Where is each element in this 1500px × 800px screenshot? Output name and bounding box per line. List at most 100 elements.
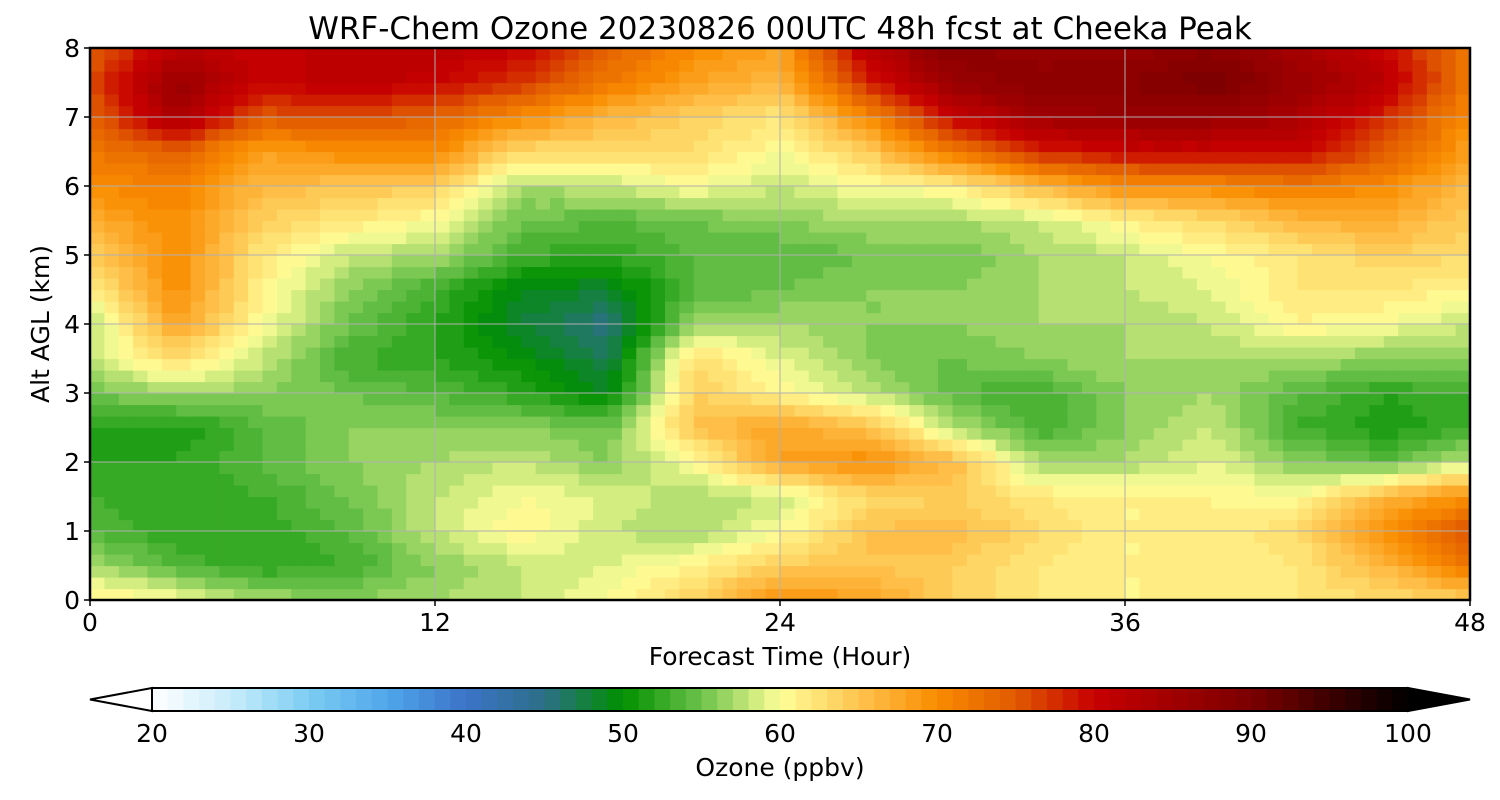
heatmap-cell xyxy=(708,301,724,314)
heatmap-cell xyxy=(420,71,436,84)
heatmap-cell xyxy=(995,197,1011,210)
heatmap-cell xyxy=(722,220,738,233)
heatmap-cell xyxy=(420,370,436,383)
heatmap-cell xyxy=(521,105,537,118)
heatmap-cell xyxy=(1168,335,1184,348)
heatmap-cell xyxy=(391,232,407,245)
heatmap-cell xyxy=(966,232,982,245)
heatmap-cell xyxy=(679,473,695,486)
heatmap-cell xyxy=(104,370,120,383)
heatmap-cell xyxy=(118,220,134,233)
heatmap-cell xyxy=(1398,381,1414,394)
heatmap-cell xyxy=(823,209,839,222)
heatmap-cell xyxy=(90,554,105,567)
heatmap-cell xyxy=(1254,531,1270,544)
heatmap-cell xyxy=(406,370,422,383)
heatmap-cell xyxy=(133,174,149,187)
heatmap-cell xyxy=(1441,105,1457,118)
heatmap-cell xyxy=(262,393,278,406)
heatmap-cell xyxy=(722,542,738,555)
heatmap-cell xyxy=(506,48,522,61)
heatmap-cell xyxy=(823,289,839,302)
heatmap-cell xyxy=(966,531,982,544)
heatmap-cell xyxy=(650,324,666,337)
heatmap-cell xyxy=(492,151,508,164)
heatmap-cell xyxy=(923,278,939,291)
heatmap-cell xyxy=(665,427,680,440)
heatmap-cell xyxy=(636,312,652,325)
heatmap-cell xyxy=(1283,128,1299,141)
heatmap-cell xyxy=(880,59,896,72)
heatmap-cell xyxy=(1010,128,1025,141)
heatmap-cell xyxy=(1340,485,1356,498)
heatmap-cell xyxy=(1038,105,1054,118)
heatmap-cell xyxy=(1455,439,1471,452)
heatmap-cell xyxy=(851,508,867,521)
heatmap-cell xyxy=(1010,496,1025,509)
heatmap-cell xyxy=(406,243,422,256)
heatmap-cell xyxy=(564,404,580,417)
heatmap-cell xyxy=(1326,48,1342,61)
heatmap-cell xyxy=(1225,588,1241,601)
heatmap-cell xyxy=(219,301,235,314)
heatmap-cell xyxy=(219,381,235,394)
heatmap-cell xyxy=(1110,519,1126,532)
heatmap-cell xyxy=(363,209,379,222)
heatmap-cell xyxy=(1081,174,1097,187)
heatmap-cell xyxy=(1196,588,1212,601)
heatmap-cell xyxy=(607,450,623,463)
heatmap-cell xyxy=(406,473,422,486)
heatmap-cell xyxy=(406,301,422,314)
heatmap-cell xyxy=(1369,266,1385,279)
heatmap-cell xyxy=(190,519,206,532)
heatmap-cell xyxy=(262,186,278,199)
heatmap-cell xyxy=(1398,588,1414,601)
heatmap-cell xyxy=(995,117,1011,130)
heatmap-cell xyxy=(147,577,163,590)
heatmap-cell xyxy=(1441,71,1457,84)
heatmap-cell xyxy=(1311,473,1327,486)
heatmap-cell xyxy=(851,278,867,291)
heatmap-cell xyxy=(205,416,220,429)
heatmap-cell xyxy=(621,278,637,291)
heatmap-cell xyxy=(765,140,781,153)
heatmap-cell xyxy=(276,151,292,164)
heatmap-cell xyxy=(118,140,134,153)
heatmap-cell xyxy=(1297,255,1313,268)
heatmap-cell xyxy=(1426,209,1442,222)
heatmap-cell xyxy=(377,554,393,567)
heatmap-cell xyxy=(593,531,609,544)
heatmap-cell xyxy=(363,255,379,268)
heatmap-cell xyxy=(1139,335,1155,348)
heatmap-cell xyxy=(205,82,220,95)
heatmap-cell xyxy=(1211,358,1227,371)
heatmap-cell xyxy=(952,393,968,406)
heatmap-cell xyxy=(708,59,724,72)
heatmap-cell xyxy=(722,128,738,141)
heatmap-cell xyxy=(1297,71,1313,84)
heatmap-cell xyxy=(1168,151,1184,164)
colorbar-swatch xyxy=(1266,688,1283,711)
heatmap-cell xyxy=(550,197,565,210)
heatmap-cell xyxy=(305,266,321,279)
heatmap-cell xyxy=(751,358,767,371)
heatmap-cell xyxy=(406,439,422,452)
heatmap-cell xyxy=(736,71,752,84)
heatmap-cell xyxy=(1125,554,1140,567)
heatmap-cell xyxy=(1225,496,1241,509)
heatmap-cell xyxy=(1383,117,1399,130)
heatmap-cell xyxy=(1067,59,1083,72)
heatmap-cell xyxy=(348,48,364,61)
heatmap-cell xyxy=(938,128,954,141)
heatmap-cell xyxy=(679,381,695,394)
heatmap-cell xyxy=(736,117,752,130)
heatmap-cell xyxy=(1038,554,1054,567)
heatmap-cell xyxy=(262,94,278,107)
heatmap-cell xyxy=(377,186,393,199)
heatmap-cell xyxy=(621,255,637,268)
heatmap-cell xyxy=(607,324,623,337)
heatmap-cell xyxy=(693,542,709,555)
heatmap-cell xyxy=(765,186,781,199)
colorbar-swatch xyxy=(1298,688,1315,711)
heatmap-cell xyxy=(506,358,522,371)
